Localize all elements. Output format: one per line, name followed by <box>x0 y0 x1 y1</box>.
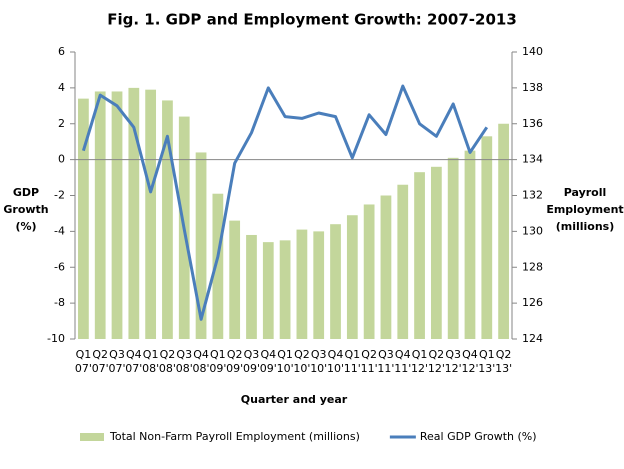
x-tick-label: Q1 12' <box>411 348 428 375</box>
x-tick-label: Q1 07' <box>75 348 92 375</box>
x-tick-label: Q2 13' <box>495 348 512 375</box>
y2-axis-title: Payroll Employment (millions) <box>546 186 623 233</box>
bar <box>78 98 89 339</box>
x-tick-label: Q1 11' <box>344 348 361 375</box>
x-tick-label: Q1 10' <box>277 348 294 375</box>
bar <box>464 150 476 339</box>
bar <box>279 240 291 339</box>
x-tick-label: Q2 12' <box>428 348 445 375</box>
x-tick-label: Q4 08' <box>193 348 210 375</box>
x-tick-label: Q3 11' <box>377 348 394 375</box>
bar <box>212 193 224 339</box>
x-tick-label: Q4 12' <box>461 348 478 375</box>
y2-tick-label: 140 <box>522 45 543 58</box>
x-tick-label: Q3 08' <box>176 348 193 375</box>
legend-label: Real GDP Growth (%) <box>420 430 537 443</box>
bar <box>380 195 392 339</box>
x-tick-label: Q1 13' <box>478 348 495 375</box>
x-tick-label: Q4 09' <box>260 348 277 375</box>
bar <box>313 231 325 339</box>
x-tick-label: Q1 08' <box>142 348 159 375</box>
bar <box>296 229 308 339</box>
x-tick-label: Q3 09' <box>243 348 260 375</box>
y2-tick-label: 126 <box>522 296 543 309</box>
y-tick-label: 0 <box>58 153 65 166</box>
y-tick-label: -4 <box>54 224 65 237</box>
y2-tick-label: 138 <box>522 81 543 94</box>
x-tick-label: Q1 09' <box>209 348 226 375</box>
y2-tick-label: 124 <box>522 332 543 345</box>
x-axis-title: Quarter and year <box>241 393 348 406</box>
x-tick-label: Q3 07' <box>109 348 126 375</box>
y2-tick-label: 132 <box>522 189 543 202</box>
bar <box>229 220 241 339</box>
y-tick-label: -8 <box>54 296 65 309</box>
x-tick-label: Q2 10' <box>293 348 310 375</box>
y-tick-label: 2 <box>58 117 65 130</box>
bar <box>498 123 509 339</box>
line <box>81 84 489 321</box>
x-tick-label: Q3 12' <box>445 348 462 375</box>
bar <box>414 172 425 339</box>
x-tick-label: Q4 10' <box>327 348 344 375</box>
legend-swatch <box>80 433 104 441</box>
y2-tick-label: 130 <box>522 224 543 237</box>
bar <box>397 184 409 339</box>
bar <box>447 157 459 339</box>
bar <box>346 215 358 339</box>
bar <box>195 152 207 339</box>
bar <box>430 166 442 339</box>
x-tick-label: Q2 11' <box>361 348 378 375</box>
y2-tick-label: 128 <box>522 260 543 273</box>
bar <box>145 89 157 339</box>
bar <box>330 224 341 339</box>
y-tick-label: 4 <box>58 81 65 94</box>
bar <box>162 100 173 340</box>
y-tick-label: -6 <box>54 260 65 273</box>
bar <box>128 87 140 339</box>
y-tick-label: -2 <box>54 189 65 202</box>
y2-tick-label: 136 <box>522 117 543 130</box>
bar <box>111 91 123 340</box>
bar <box>94 91 106 340</box>
x-tick-label: Q2 07' <box>92 348 109 375</box>
y-tick-label: 6 <box>58 45 65 58</box>
chart-title: Fig. 1. GDP and Employment Growth: 2007-… <box>107 11 517 29</box>
x-tick-label: Q2 09' <box>226 348 243 375</box>
bar <box>363 204 375 339</box>
x-tick-label: Q2 08' <box>159 348 176 375</box>
x-tick-label: Q3 10' <box>310 348 327 375</box>
x-tick-label: Q4 07' <box>125 348 142 375</box>
bar <box>262 242 274 339</box>
y-axis-title: GDP Growth (%) <box>3 186 48 233</box>
bar <box>246 234 257 339</box>
x-tick-label: Q4 11' <box>394 348 411 375</box>
bar <box>481 136 493 339</box>
y-tick-label: -10 <box>47 332 65 345</box>
legend-label: Total Non-Farm Payroll Employment (milli… <box>109 430 360 443</box>
y2-tick-label: 134 <box>522 153 543 166</box>
